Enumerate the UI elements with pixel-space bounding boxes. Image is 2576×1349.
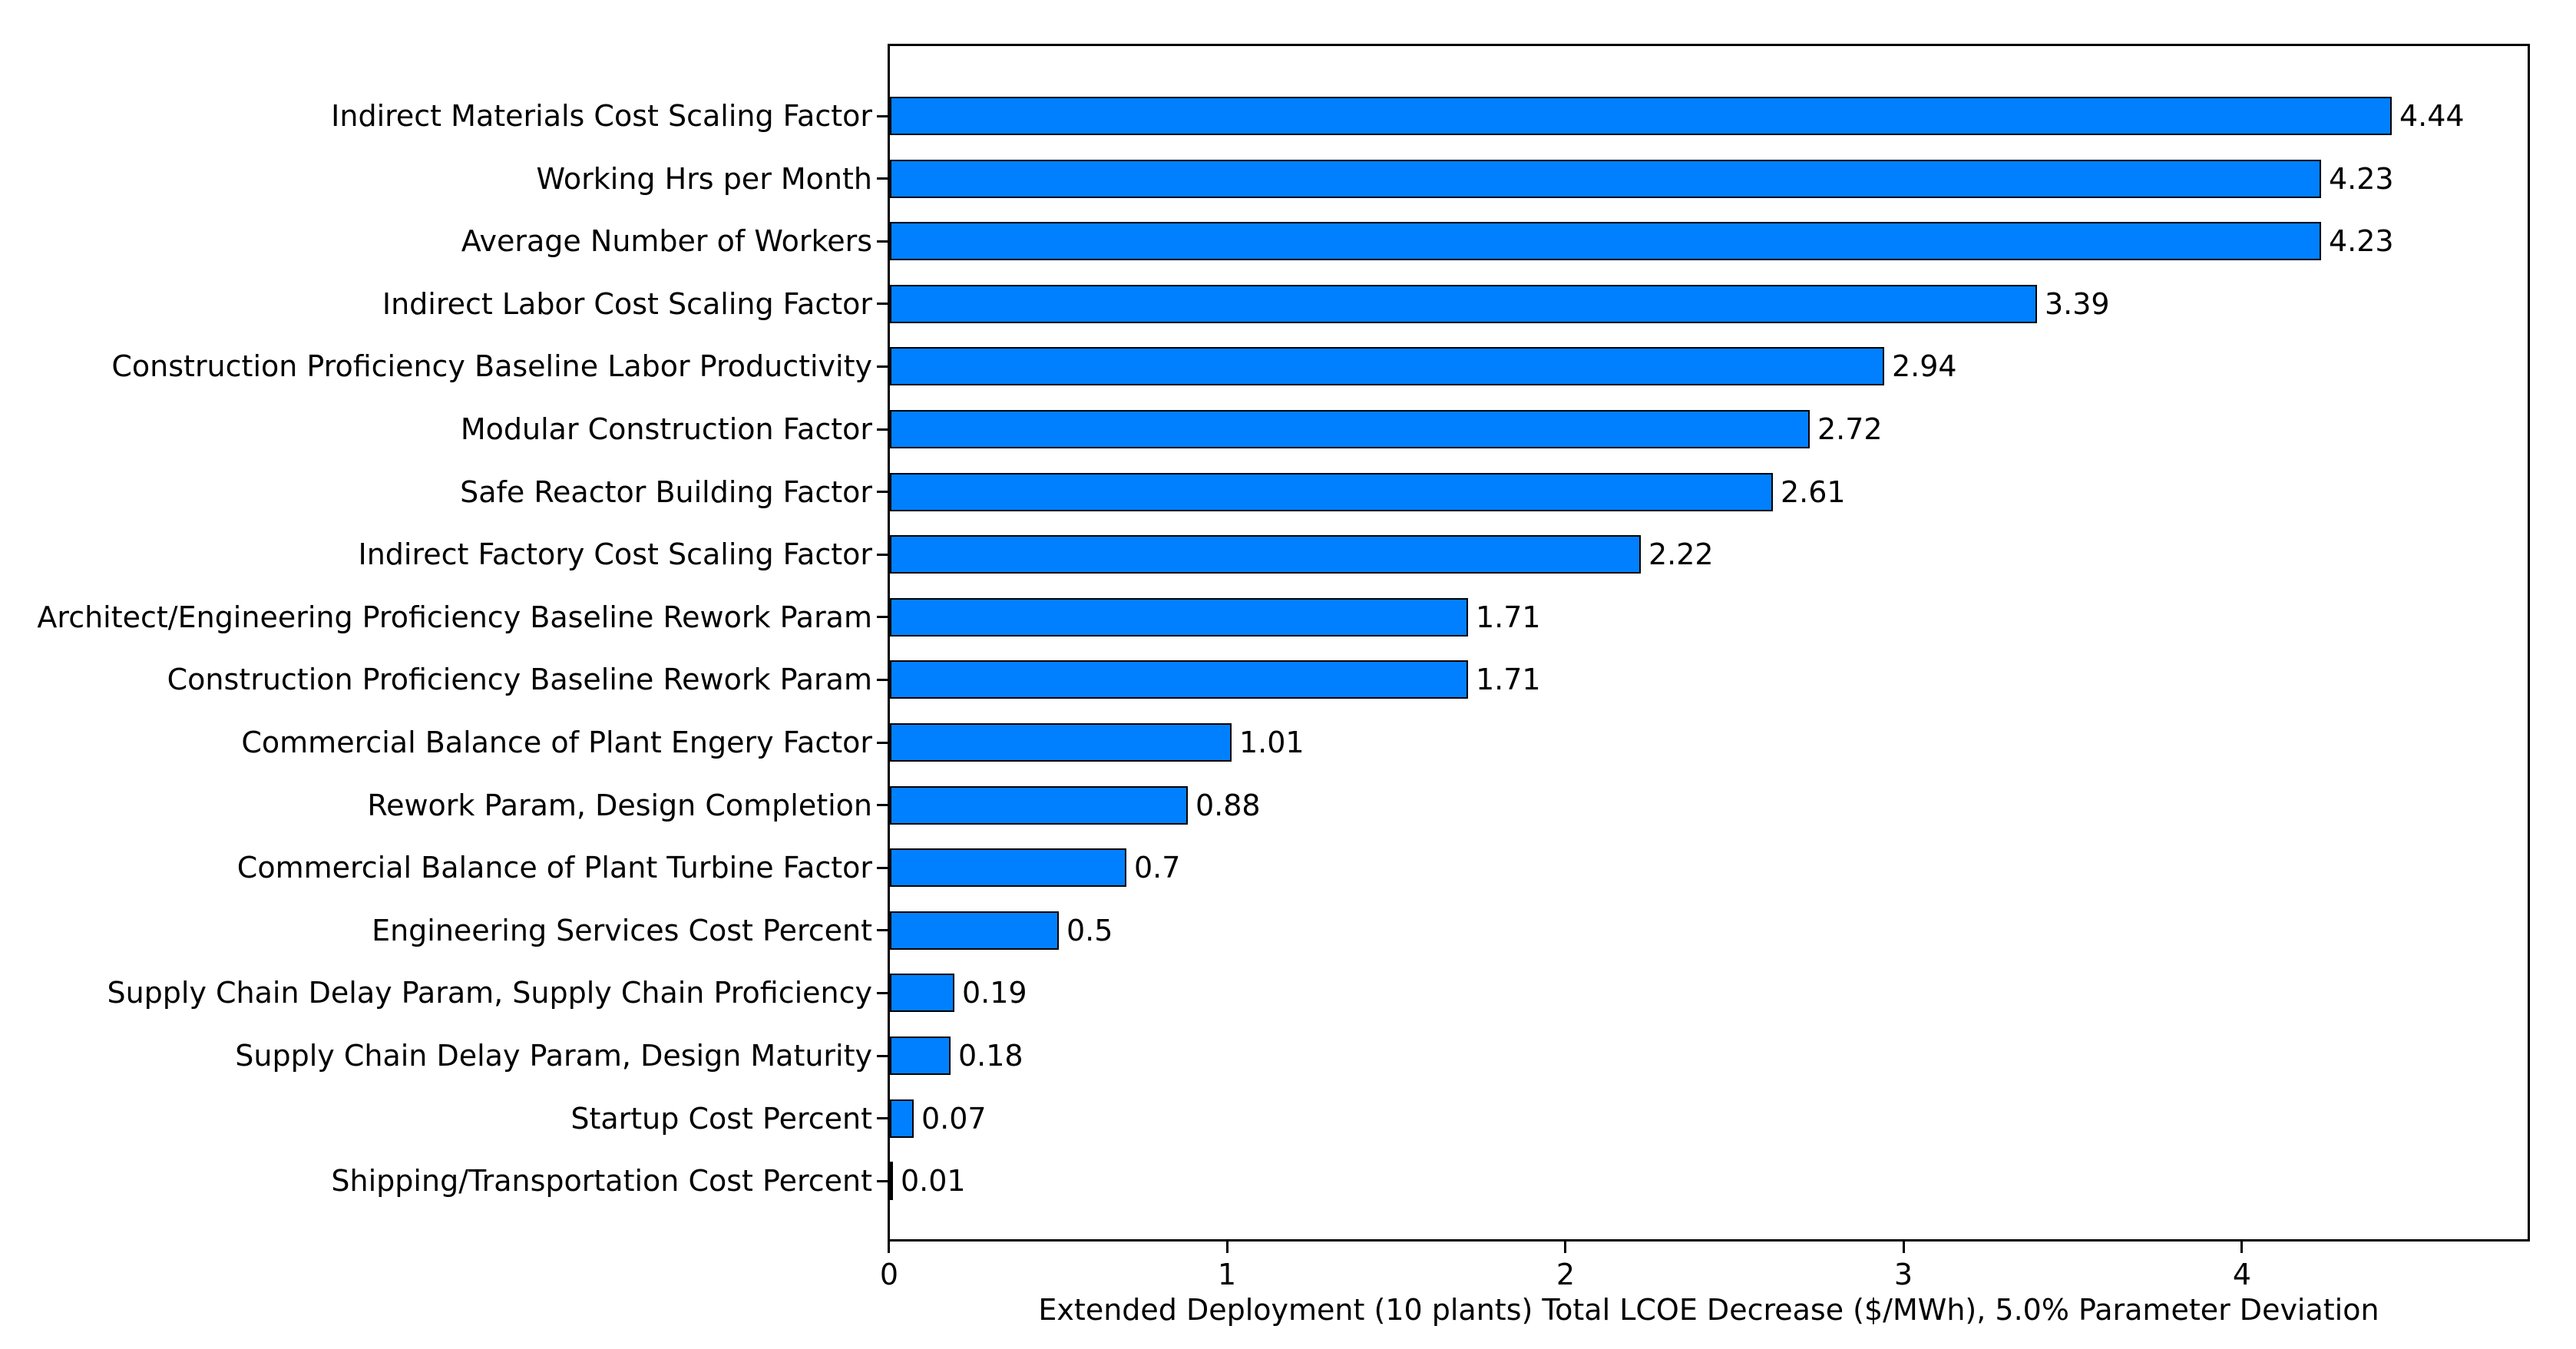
y-tick-label: Average Number of Workers <box>461 224 872 258</box>
bar <box>890 786 1188 825</box>
bar <box>890 598 1468 636</box>
y-tick-label: Startup Cost Percent <box>570 1102 872 1136</box>
y-tick-mark <box>877 1180 888 1182</box>
y-tick-label: Construction Proficiency Baseline Labor … <box>111 349 872 383</box>
y-tick-label: Shipping/Transportation Cost Percent <box>331 1164 872 1198</box>
bar <box>890 222 2321 260</box>
bar <box>890 660 1468 699</box>
bar-value-label: 4.23 <box>2329 162 2394 196</box>
bar-value-label: 2.61 <box>1781 475 1846 509</box>
bar <box>890 848 1126 887</box>
x-axis-label: Extended Deployment (10 plants) Total LC… <box>1038 1293 2379 1327</box>
x-tick-label: 3 <box>1893 1258 1913 1291</box>
bar-value-label: 4.44 <box>2399 99 2465 133</box>
bar-value-label: 2.22 <box>1648 537 1714 571</box>
y-tick-mark <box>877 616 888 618</box>
y-tick-mark <box>877 742 888 744</box>
bar-value-label: 0.07 <box>921 1102 987 1136</box>
y-tick-mark <box>877 177 888 180</box>
y-tick-mark <box>877 992 888 994</box>
bar <box>890 1162 893 1200</box>
y-tick-label: Supply Chain Delay Param, Design Maturit… <box>235 1039 872 1073</box>
y-tick-mark <box>877 804 888 806</box>
bar-value-label: 2.72 <box>1817 412 1883 446</box>
y-tick-label: Indirect Labor Cost Scaling Factor <box>382 287 872 321</box>
bar <box>890 1037 951 1075</box>
bar <box>890 285 2037 323</box>
bar-value-label: 4.23 <box>2329 224 2394 258</box>
bar <box>890 974 954 1012</box>
y-tick-label: Commercial Balance of Plant Engery Facto… <box>241 726 872 759</box>
y-tick-mark <box>877 1055 888 1057</box>
y-tick-mark <box>877 929 888 931</box>
x-tick-mark <box>1903 1242 1905 1253</box>
y-tick-mark <box>877 115 888 117</box>
bar-value-label: 0.18 <box>958 1039 1023 1073</box>
bar <box>890 410 1810 448</box>
y-tick-label: Construction Proficiency Baseline Rework… <box>167 663 872 696</box>
y-tick-label: Rework Param, Design Completion <box>367 789 872 822</box>
y-tick-label: Engineering Services Cost Percent <box>372 914 872 947</box>
x-tick-label: 1 <box>1217 1258 1237 1291</box>
bar-value-label: 0.88 <box>1195 789 1261 822</box>
y-tick-label: Commercial Balance of Plant Turbine Fact… <box>236 851 872 884</box>
y-tick-label: Indirect Factory Cost Scaling Factor <box>358 537 872 571</box>
y-tick-mark <box>877 679 888 681</box>
y-tick-mark <box>877 554 888 556</box>
y-tick-label: Supply Chain Delay Param, Supply Chain P… <box>107 976 872 1010</box>
x-tick-mark <box>1564 1242 1566 1253</box>
bar-value-label: 0.19 <box>962 976 1027 1010</box>
bar <box>890 347 1884 385</box>
bar-value-label: 1.71 <box>1476 663 1541 696</box>
y-tick-label: Architect/Engineering Proficiency Baseli… <box>37 600 872 634</box>
bar-value-label: 1.71 <box>1476 600 1541 634</box>
y-tick-mark <box>877 1117 888 1119</box>
y-tick-mark <box>877 365 888 368</box>
x-tick-mark <box>2240 1242 2243 1253</box>
y-tick-label: Indirect Materials Cost Scaling Factor <box>331 99 872 133</box>
x-tick-label: 0 <box>879 1258 899 1291</box>
y-tick-mark <box>877 240 888 243</box>
bar <box>890 160 2321 198</box>
y-tick-mark <box>877 428 888 431</box>
y-tick-mark <box>877 491 888 493</box>
x-tick-label: 2 <box>1556 1258 1576 1291</box>
y-tick-label: Working Hrs per Month <box>536 162 872 196</box>
x-tick-label: 4 <box>2232 1258 2252 1291</box>
y-tick-label: Modular Construction Factor <box>460 412 872 446</box>
y-tick-label: Safe Reactor Building Factor <box>460 475 872 509</box>
bar <box>890 1099 914 1138</box>
bar <box>890 911 1059 950</box>
bar-value-label: 0.7 <box>1134 851 1181 884</box>
bar-value-label: 1.01 <box>1239 726 1305 759</box>
bar-value-label: 0.5 <box>1066 914 1113 947</box>
bar-value-label: 0.01 <box>901 1164 966 1198</box>
bar-value-label: 3.39 <box>2045 287 2110 321</box>
y-tick-mark <box>877 303 888 305</box>
plot-area: 4.44 4.23 4.23 3.39 2.94 2.72 2.61 2.22 1.71 1.71… <box>888 44 2530 1242</box>
bar <box>890 723 1232 762</box>
bar <box>890 473 1773 511</box>
x-tick-mark <box>888 1242 890 1253</box>
bar <box>890 97 2392 135</box>
x-tick-mark <box>1226 1242 1228 1253</box>
y-tick-mark <box>877 867 888 869</box>
bar <box>890 535 1641 574</box>
bar-value-label: 2.94 <box>1892 349 1957 383</box>
